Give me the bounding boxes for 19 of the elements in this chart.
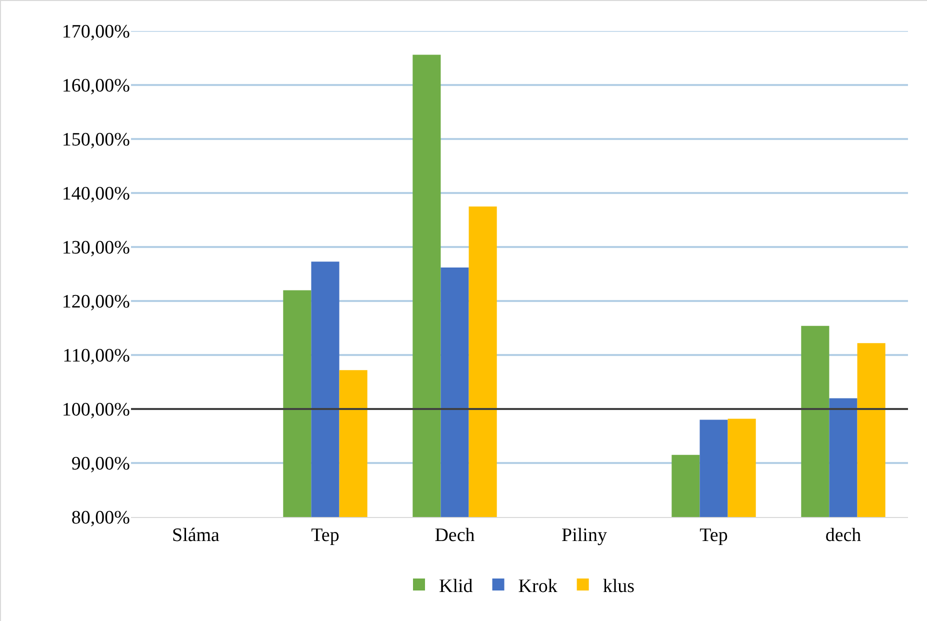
legend-label: klus (602, 576, 635, 597)
y-tick-label: 170,00% (62, 22, 130, 43)
x-tick-label: Tep (700, 524, 728, 546)
y-tick-label: 80,00% (71, 508, 130, 529)
x-tick-label: Piliny (562, 524, 608, 546)
y-tick-label: 100,00% (62, 400, 130, 421)
y-tick-label: 160,00% (62, 76, 130, 97)
y-tick-label: 110,00% (62, 346, 130, 367)
y-tick-label: 140,00% (62, 184, 130, 205)
x-tick-label: Sláma (172, 524, 220, 546)
x-tick-label: Dech (434, 524, 476, 546)
y-tick-label: 130,00% (62, 238, 130, 259)
legend-label: Krok (518, 576, 558, 597)
y-tick-label: 90,00% (71, 454, 130, 475)
x-tick-label: dech (825, 524, 862, 546)
y-tick-label: 120,00% (62, 292, 130, 313)
y-tick-label: 150,00% (62, 130, 130, 151)
x-tick-label: Tep (311, 524, 340, 546)
legend-label: Klid (439, 576, 474, 597)
